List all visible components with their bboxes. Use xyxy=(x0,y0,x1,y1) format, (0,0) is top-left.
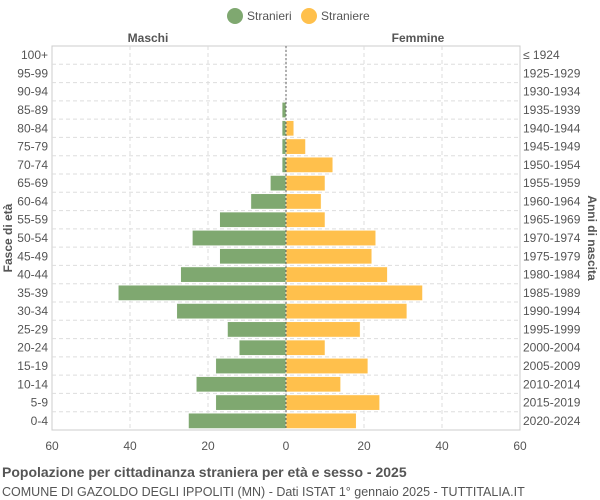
birth-year-label: 1965-1969 xyxy=(523,213,581,227)
bar-female xyxy=(285,120,295,137)
chart-title: Popolazione per cittadinanza straniera p… xyxy=(2,464,407,480)
age-label: 60-64 xyxy=(17,194,48,208)
age-label: 85-89 xyxy=(17,103,48,117)
birth-year-label: 1955-1959 xyxy=(523,176,581,190)
bar-female xyxy=(285,376,341,393)
bar-male xyxy=(176,303,287,320)
birth-year-label: ≤ 1924 xyxy=(523,48,560,62)
bar-male xyxy=(196,376,287,393)
bar-male xyxy=(188,412,287,429)
birth-year-label: 1935-1939 xyxy=(523,103,581,117)
bar-female xyxy=(285,230,376,246)
birth-year-label: 2010-2014 xyxy=(523,377,581,391)
bar-female xyxy=(285,339,326,356)
birth-year-label: 1945-1949 xyxy=(523,140,581,154)
bar-male xyxy=(281,156,287,173)
x-tick-label: 20 xyxy=(357,439,371,453)
birth-year-label: 1985-1989 xyxy=(523,286,581,300)
bar-male xyxy=(238,339,287,356)
bar-female xyxy=(285,394,380,411)
birth-year-label: 1990-1994 xyxy=(523,304,581,318)
bar-male xyxy=(219,211,287,228)
legend-label-stranieri: Stranieri xyxy=(247,9,292,23)
birth-year-label: 1970-1974 xyxy=(523,231,581,245)
age-label: 95-99 xyxy=(17,66,48,80)
bar-male xyxy=(270,175,287,192)
age-label: 80-84 xyxy=(17,121,48,135)
x-tick-label: 60 xyxy=(45,439,59,453)
bar-female xyxy=(285,303,408,320)
birth-year-label: 1980-1984 xyxy=(523,268,581,282)
bar-male xyxy=(250,193,287,210)
bar-female xyxy=(285,358,369,374)
left-header: Maschi xyxy=(128,31,169,45)
age-label: 65-69 xyxy=(17,176,48,190)
bar-female xyxy=(285,156,334,173)
age-label: 50-54 xyxy=(17,231,48,245)
bar-male xyxy=(219,248,287,265)
age-label: 100+ xyxy=(21,48,48,62)
age-label: 70-74 xyxy=(17,158,48,172)
x-tick-label: 60 xyxy=(513,439,527,453)
age-label: 5-9 xyxy=(31,396,49,410)
bar-male xyxy=(118,284,287,301)
x-tick-label: 40 xyxy=(123,439,137,453)
birth-year-label: 1960-1964 xyxy=(523,194,581,208)
birth-year-label: 2015-2019 xyxy=(523,396,581,410)
age-label: 35-39 xyxy=(17,286,48,300)
x-tick-label: 40 xyxy=(435,439,449,453)
age-label: 15-19 xyxy=(17,359,48,373)
age-label: 40-44 xyxy=(17,268,48,282)
age-label: 55-59 xyxy=(17,213,48,227)
birth-year-label: 1925-1929 xyxy=(523,66,581,80)
bar-male xyxy=(180,266,287,283)
bar-female xyxy=(285,211,326,228)
bar-female xyxy=(285,266,388,283)
age-label: 0-4 xyxy=(31,414,49,428)
birth-year-label: 1995-1999 xyxy=(523,322,581,336)
y-axis-label-right: Anni di nascita xyxy=(585,195,599,281)
bar-female xyxy=(285,175,326,192)
age-label: 30-34 xyxy=(17,304,48,318)
bar-male xyxy=(192,230,287,246)
birth-year-label: 2005-2009 xyxy=(523,359,581,373)
age-label: 25-29 xyxy=(17,322,48,336)
legend-swatch-stranieri xyxy=(227,8,243,24)
bar-male xyxy=(215,394,287,411)
bar-female xyxy=(285,412,357,429)
birth-year-label: 1940-1944 xyxy=(523,121,581,135)
right-header: Femmine xyxy=(392,31,445,45)
x-tick-label: 20 xyxy=(201,439,215,453)
legend-label-straniere: Straniere xyxy=(321,9,370,23)
bar-female xyxy=(285,193,322,210)
bar-female xyxy=(285,248,373,265)
birth-year-label: 1930-1934 xyxy=(523,85,581,99)
age-label: 10-14 xyxy=(17,377,48,391)
birth-year-label: 1950-1954 xyxy=(523,158,581,172)
chart-subtitle: COMUNE DI GAZOLDO DEGLI IPPOLITI (MN) - … xyxy=(2,485,525,499)
y-axis-label-left: Fasce di età xyxy=(1,203,15,272)
pyramid-chart: 60 40 20 0 20 40 60 100+ ≤ 1924 95-99 1925-1929 90-… xyxy=(1,8,599,453)
bar-female xyxy=(285,284,423,301)
age-label: 45-49 xyxy=(17,249,48,263)
bar-male xyxy=(281,138,287,155)
birth-year-label: 1975-1979 xyxy=(523,249,581,263)
birth-year-label: 2020-2024 xyxy=(523,414,581,428)
birth-year-label: 2000-2004 xyxy=(523,341,581,355)
age-label: 20-24 xyxy=(17,341,48,355)
bar-female xyxy=(285,138,306,155)
age-label: 90-94 xyxy=(17,85,48,99)
x-tick-label: 0 xyxy=(283,439,290,453)
bar-male xyxy=(215,358,287,374)
bar-male xyxy=(281,120,287,137)
age-label: 75-79 xyxy=(17,140,48,154)
bar-male xyxy=(281,102,287,118)
bar-female xyxy=(285,321,361,338)
legend-swatch-straniere xyxy=(301,8,317,24)
bar-male xyxy=(227,321,287,338)
